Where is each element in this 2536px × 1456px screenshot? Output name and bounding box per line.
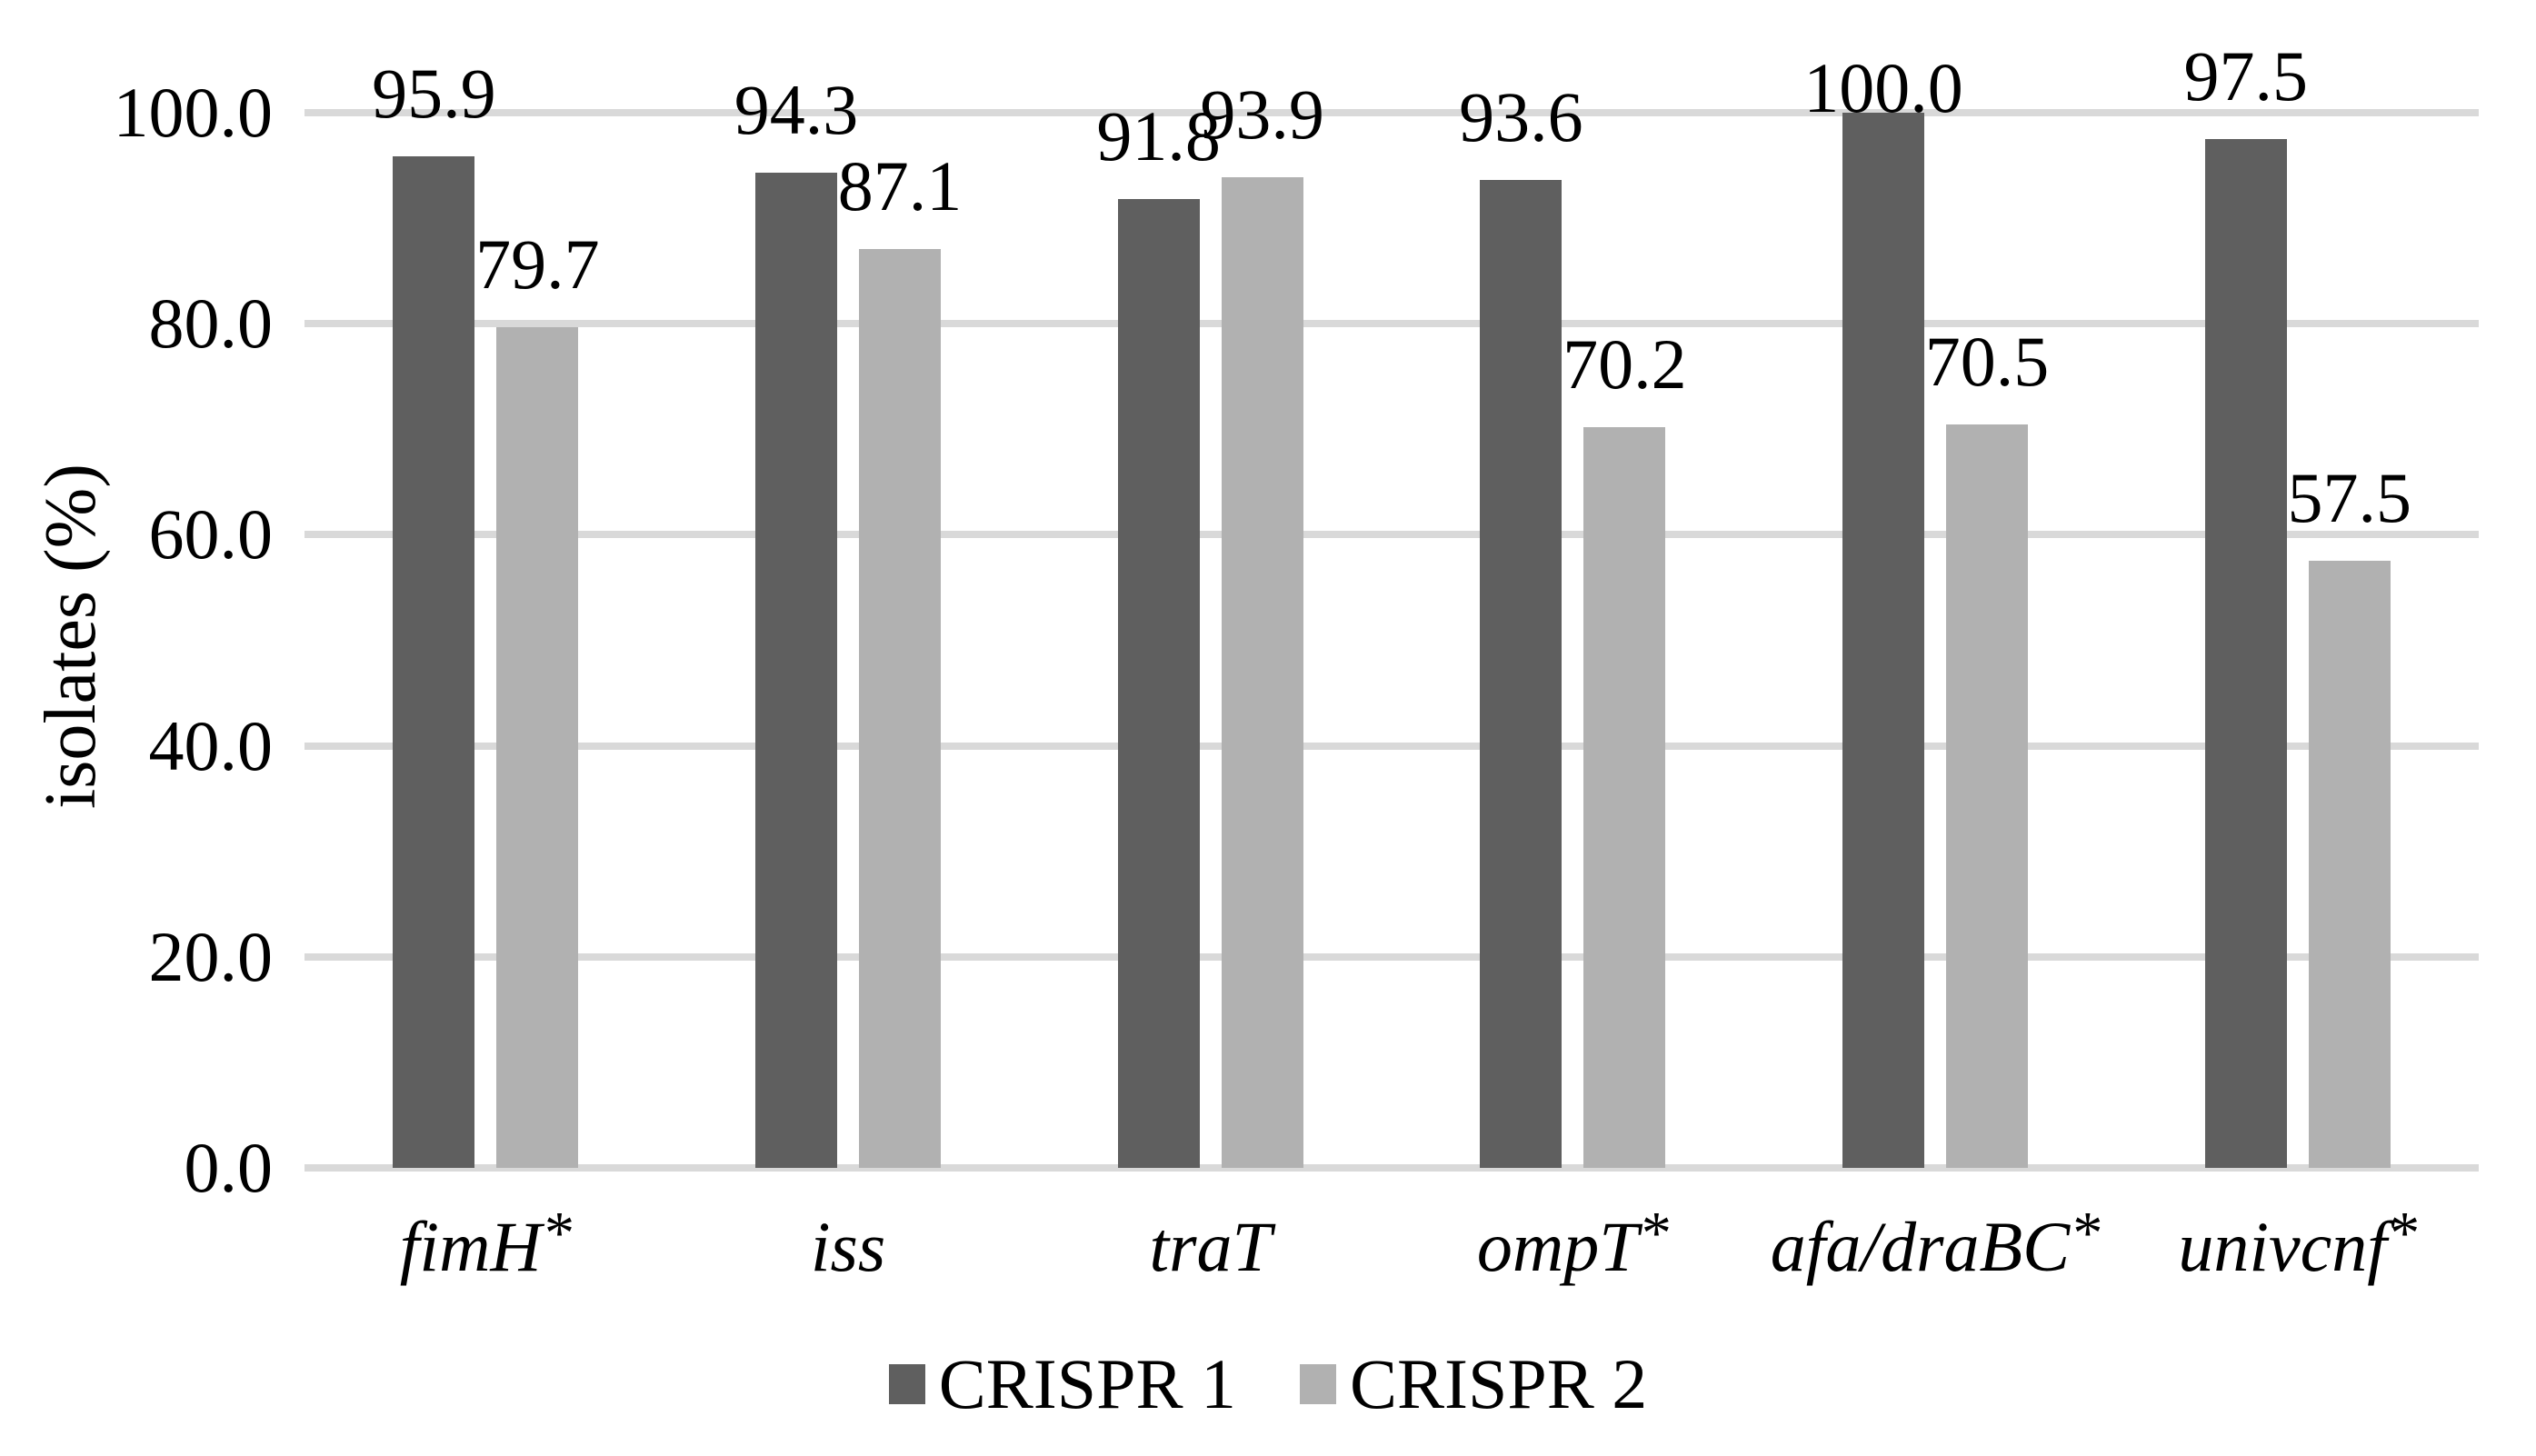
significance-asterisk: *	[1638, 1201, 1669, 1268]
legend-swatch	[1300, 1364, 1336, 1404]
category-group: 91.8 93.9	[1029, 78, 1392, 1168]
bar-crispr-1: 95.9	[372, 57, 496, 1168]
category-label: traT	[1149, 1207, 1272, 1286]
bar-value-label: 95.9	[372, 53, 496, 133]
category-group: 97.5 57.5	[2116, 41, 2479, 1168]
bar-value-label: 100.0	[1803, 48, 1963, 127]
legend-label: CRISPR 1	[938, 1344, 1236, 1423]
category-label: fimH*	[399, 1201, 572, 1286]
category-label: univcnf*	[2178, 1201, 2418, 1286]
category-label: afa/draBC*	[1770, 1201, 2101, 1286]
category-group: 94.3 87.1	[667, 75, 1030, 1168]
bar-value-label: 79.7	[475, 224, 600, 304]
bar-crispr-2: 57.5	[2287, 463, 2411, 1168]
gridline	[305, 320, 2479, 328]
y-tick-label: 20.0	[148, 916, 274, 996]
bar-crispr-1: 93.6	[1459, 82, 1583, 1168]
x-axis-line	[305, 1164, 2479, 1172]
bar-crispr-1: 91.8	[1096, 101, 1221, 1168]
y-tick-label: 0.0	[184, 1128, 274, 1207]
bar-value-label: 87.1	[837, 145, 963, 225]
y-tick-label: 100.0	[113, 73, 274, 152]
bar-crispr-1: 94.3	[734, 75, 858, 1168]
gridline	[305, 952, 2479, 961]
gridlines	[305, 109, 2479, 1172]
x-axis-labels: fimH* iss traT ompT* afa/draBC* univcnf*	[305, 1168, 2479, 1282]
legend-item: CRISPR 2	[1300, 1349, 1647, 1420]
significance-asterisk: *	[541, 1201, 572, 1268]
category-label: iss	[810, 1207, 886, 1286]
category-group: 95.9 79.7	[305, 57, 667, 1168]
legend: CRISPR 1 CRISPR 2	[0, 1349, 2536, 1420]
bar-value-label: 70.2	[1563, 324, 1687, 404]
bar-value-label: 94.3	[734, 70, 859, 150]
bar-crispr-2: 87.1	[838, 150, 962, 1168]
gridline	[305, 531, 2479, 539]
y-tick-label: 80.0	[148, 284, 274, 364]
bar-groups: 95.9 79.7 94.3 87.1 91.8 93.9 93.6 70.2 100.0 70.…	[305, 41, 2479, 1168]
bar-value-label: 93.6	[1459, 77, 1583, 157]
category-group: 93.6 70.2	[1392, 82, 1754, 1168]
gridline	[305, 109, 2479, 116]
bar-crispr-2: 70.5	[1925, 325, 2049, 1168]
y-tick-label: 60.0	[148, 494, 274, 574]
significance-asterisk: *	[2070, 1201, 2101, 1268]
y-axis-tick-labels: 0.0 20.0 40.0 60.0 80.0 100.0	[0, 0, 274, 1456]
bar-crispr-2: 93.9	[1200, 78, 1324, 1168]
bar-value-label: 93.9	[1200, 74, 1324, 154]
bar-crispr-2: 79.7	[475, 228, 600, 1168]
legend-swatch	[888, 1364, 925, 1404]
plot-area: 95.9 79.7 94.3 87.1 91.8 93.9 93.6 70.2 100.0 70.…	[305, 41, 2479, 1172]
bar-crispr-1: 100.0	[1803, 53, 1963, 1168]
legend-label: CRISPR 2	[1350, 1344, 1648, 1423]
bar-value-label: 91.8	[1096, 96, 1221, 176]
bar-crispr-2: 70.2	[1563, 328, 1687, 1168]
bar-value-label: 57.5	[2287, 458, 2411, 538]
bar-value-label: 97.5	[2183, 36, 2308, 116]
bar-value-label: 70.5	[1924, 321, 2050, 401]
category-group: 100.0 70.5	[1754, 53, 2117, 1168]
y-tick-label: 40.0	[148, 705, 274, 785]
gridline	[305, 742, 2479, 750]
legend-item: CRISPR 1	[888, 1344, 1236, 1423]
significance-asterisk: *	[2386, 1201, 2418, 1268]
category-label: ompT*	[1476, 1201, 1669, 1286]
bar-crispr-1: 97.5	[2183, 41, 2308, 1168]
